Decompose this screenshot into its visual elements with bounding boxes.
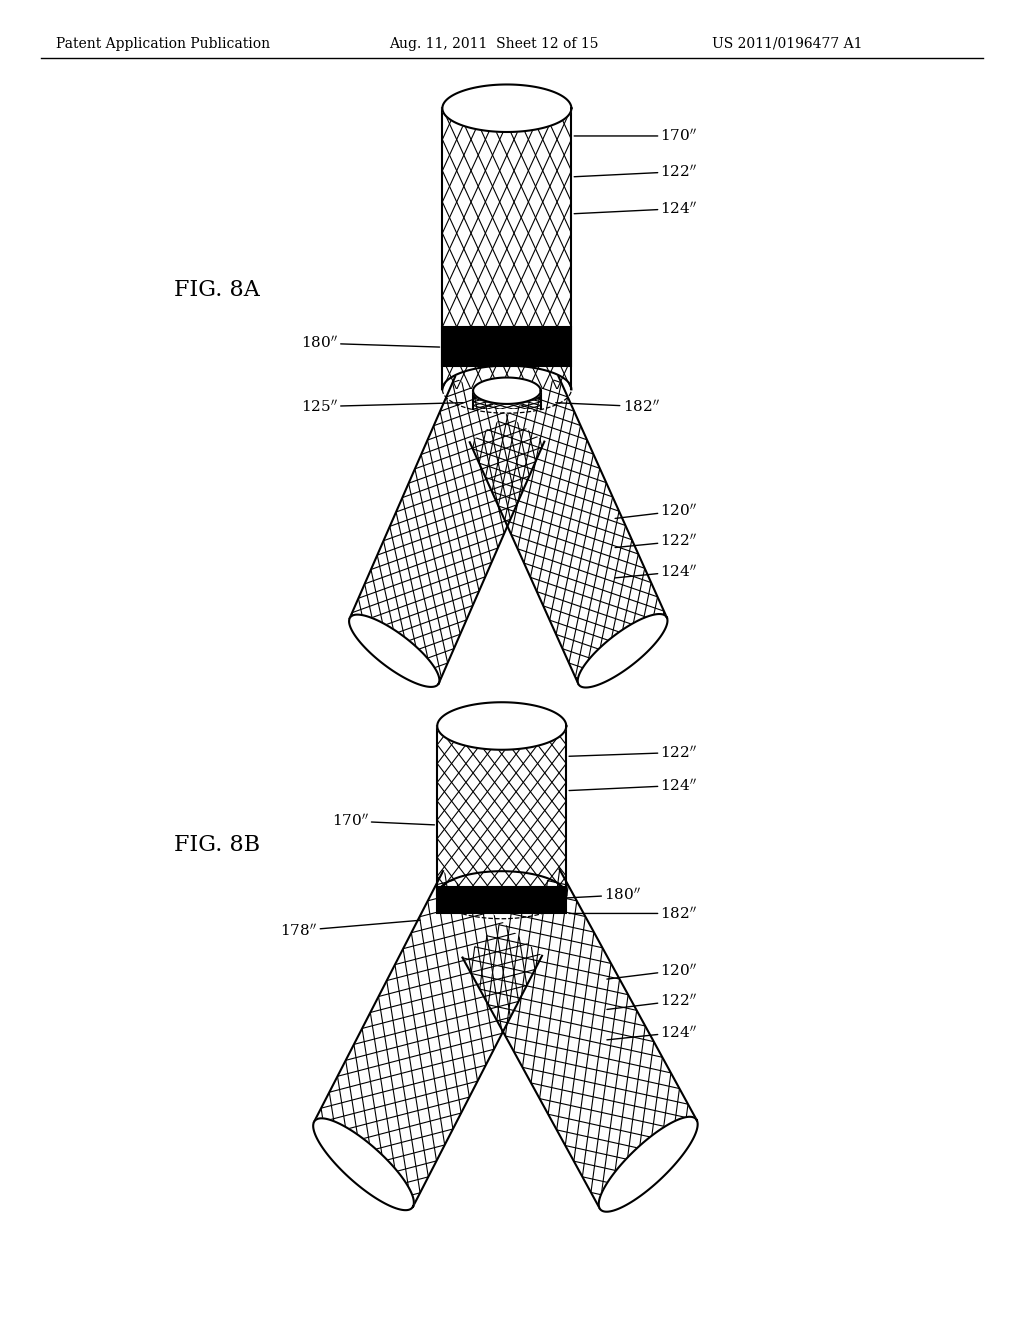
Text: FIG. 8B: FIG. 8B: [174, 834, 260, 855]
Polygon shape: [470, 376, 667, 684]
Polygon shape: [473, 378, 541, 404]
Text: 122$^{\prime\prime}$: 122$^{\prime\prime}$: [569, 744, 697, 760]
Text: 124$^{\prime\prime}$: 124$^{\prime\prime}$: [574, 201, 697, 216]
Polygon shape: [437, 887, 566, 913]
Polygon shape: [463, 870, 696, 1208]
Text: FIG. 8A: FIG. 8A: [174, 280, 260, 301]
Text: US 2011/0196477 A1: US 2011/0196477 A1: [712, 37, 862, 50]
Polygon shape: [473, 391, 541, 409]
Text: 182$^{\prime\prime}$: 182$^{\prime\prime}$: [569, 906, 697, 921]
Text: Patent Application Publication: Patent Application Publication: [56, 37, 270, 50]
Polygon shape: [313, 1118, 414, 1210]
Polygon shape: [349, 376, 545, 684]
Polygon shape: [442, 327, 571, 366]
Polygon shape: [349, 615, 439, 686]
Text: 125$^{\prime\prime}$: 125$^{\prime\prime}$: [301, 399, 463, 414]
Text: Aug. 11, 2011  Sheet 12 of 15: Aug. 11, 2011 Sheet 12 of 15: [389, 37, 599, 50]
Text: 182$^{\prime\prime}$: 182$^{\prime\prime}$: [556, 399, 659, 414]
Text: 124$^{\prime\prime}$: 124$^{\prime\prime}$: [607, 1024, 697, 1040]
Polygon shape: [578, 614, 668, 688]
Text: 122$^{\prime\prime}$: 122$^{\prime\prime}$: [607, 993, 697, 1010]
Text: 120$^{\prime\prime}$: 120$^{\prime\prime}$: [607, 962, 697, 979]
Polygon shape: [442, 108, 571, 389]
Text: 120$^{\prime\prime}$: 120$^{\prime\prime}$: [615, 503, 697, 519]
Text: 124$^{\prime\prime}$: 124$^{\prime\prime}$: [615, 564, 697, 579]
Polygon shape: [437, 702, 566, 750]
Polygon shape: [599, 1117, 697, 1212]
Polygon shape: [437, 726, 566, 895]
Polygon shape: [314, 871, 542, 1206]
Text: 124$^{\prime\prime}$: 124$^{\prime\prime}$: [569, 777, 697, 793]
Text: 180$^{\prime\prime}$: 180$^{\prime\prime}$: [551, 887, 641, 903]
Text: 170$^{\prime\prime}$: 170$^{\prime\prime}$: [332, 813, 434, 829]
Text: 170$^{\prime\prime}$: 170$^{\prime\prime}$: [574, 128, 697, 144]
Polygon shape: [442, 84, 571, 132]
Text: 122$^{\prime\prime}$: 122$^{\prime\prime}$: [574, 164, 697, 180]
Text: 122$^{\prime\prime}$: 122$^{\prime\prime}$: [615, 533, 697, 549]
Text: 180$^{\prime\prime}$: 180$^{\prime\prime}$: [301, 335, 439, 351]
Text: 178$^{\prime\prime}$: 178$^{\prime\prime}$: [281, 920, 420, 939]
